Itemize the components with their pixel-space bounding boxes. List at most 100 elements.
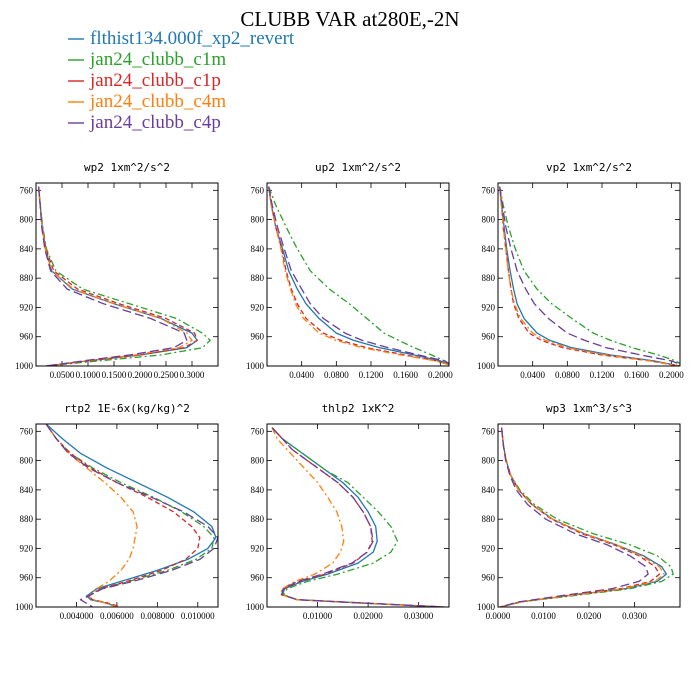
y-tick-label-3-6: 1000 [15,602,34,612]
x-tick-label-0-0: 0.0500 [50,370,75,380]
x-tick-label-3-1: 0.006000 [100,611,134,621]
x-tick-label-1-1: 0.0800 [324,370,349,380]
panel-series-group-2 [499,186,680,366]
y-tick-label-5-5: 960 [482,573,496,583]
series-line-5-2 [500,427,661,607]
y-tick-label-1-3: 880 [251,273,265,283]
y-tick-label-1-0: 760 [251,185,265,195]
series-line-2-1 [499,186,680,365]
x-tick-label-3-0: 0.004000 [60,611,94,621]
panel-frame-1 [266,182,450,367]
y-tick-label-1-6: 1000 [246,361,265,371]
panel-1: up2 1xm^2/s^2 760 800 840 880 920 960 1000 0.040… [246,161,453,380]
x-tick-label-0-2: 0.1500 [102,370,127,380]
panel-3: rtp2 1E-6x(kg/kg)^2 760 800 840 880 920 960 100… [15,402,219,621]
y-tick-label-1-1: 800 [251,215,265,225]
y-tick-label-3-4: 920 [20,543,34,553]
panel-frame-4 [266,423,450,608]
series-line-0-3 [37,186,193,366]
series-line-2-3 [499,186,680,366]
legend-label-1: jan24_clubb_c1m [89,49,226,70]
y-tick-label-0-1: 800 [20,215,34,225]
y-tick-label-5-3: 880 [482,514,496,524]
panel-frame-5 [497,423,681,608]
series-line-3-4 [45,424,218,607]
series-line-1-3 [268,186,449,366]
x-tick-label-2-1: 0.0800 [555,370,580,380]
y-tick-label-2-6: 1000 [477,361,496,371]
series-line-0-2 [37,186,198,366]
series-line-0-1 [37,186,211,366]
y-tick-label-5-6: 1000 [477,602,496,612]
panel-title-0: wp2 1xm^2/s^2 [84,161,170,174]
x-tick-label-2-4: 0.2000 [659,370,684,380]
y-tick-label-4-2: 840 [251,485,265,495]
series-line-0-4 [37,186,188,366]
y-tick-label-0-5: 960 [20,332,34,342]
figure-title: CLUBB VAR at280E,-2N [240,7,459,31]
x-tick-label-4-2: 0.03000 [404,611,434,621]
legend-label-3: jan24_clubb_c4m [89,91,226,112]
y-tick-label-4-4: 920 [251,543,265,553]
x-tick-label-2-3: 0.1600 [624,370,649,380]
x-tick-label-5-3: 0.0300 [622,611,647,621]
y-tick-label-5-2: 840 [482,485,496,495]
y-tick-label-0-3: 880 [20,273,34,283]
panel-series-group-5 [500,427,674,607]
panel-title-2: vp2 1xm^2/s^2 [546,161,632,174]
x-tick-label-0-3: 0.2000 [128,370,153,380]
x-tick-label-1-3: 0.1600 [393,370,418,380]
y-tick-label-5-4: 920 [482,543,496,553]
x-tick-label-0-4: 0.2500 [154,370,179,380]
x-tick-label-1-2: 0.1200 [359,370,384,380]
y-tick-label-2-3: 880 [482,273,496,283]
panel-title-5: wp3 1xm^3/s^3 [546,402,632,415]
panel-4: thlp2 1xK^2 760 800 840 880 920 960 1000 0.01000… [246,402,450,621]
series-line-4-3 [271,427,444,607]
y-tick-label-2-0: 760 [482,185,496,195]
series-line-1-1 [268,186,449,365]
panel-frame-0 [35,182,219,367]
x-tick-label-4-1: 0.02000 [353,611,383,621]
x-tick-label-3-3: 0.010000 [181,611,215,621]
x-tick-label-2-2: 0.1200 [590,370,615,380]
panel-series-group-1 [268,186,449,366]
y-tick-label-1-4: 920 [251,302,265,312]
series-line-5-1 [500,427,674,607]
panel-title-3: rtp2 1E-6x(kg/kg)^2 [64,402,190,415]
series-line-0-0 [37,186,198,366]
x-tick-label-2-0: 0.0400 [520,370,545,380]
panel-title-4: thlp2 1xK^2 [322,402,395,415]
y-tick-label-3-0: 760 [20,426,34,436]
y-tick-label-5-1: 800 [482,456,496,466]
y-tick-label-2-4: 920 [482,302,496,312]
y-tick-label-4-3: 880 [251,514,265,524]
x-tick-label-0-1: 0.1000 [76,370,101,380]
series-line-3-3 [45,424,138,607]
x-tick-label-5-2: 0.0200 [577,611,602,621]
legend-label-2: jan24_clubb_c1p [89,70,221,91]
series-line-3-2 [45,424,201,607]
panel-series-group-4 [271,427,444,607]
y-tick-label-2-2: 840 [482,244,496,254]
panel-series-group-0 [37,186,211,366]
series-line-1-2 [268,186,449,366]
y-tick-label-4-6: 1000 [246,602,265,612]
y-tick-label-3-5: 960 [20,573,34,583]
panel-title-1: up2 1xm^2/s^2 [315,161,401,174]
series-line-2-4 [499,186,680,366]
legend: flthist134.000f_xp2_revertjan24_clubb_c1… [68,28,295,133]
panel-2: vp2 1xm^2/s^2 760 800 840 880 920 960 1000 0.040… [477,161,684,380]
series-line-4-4 [271,427,444,607]
y-tick-label-0-4: 920 [20,302,34,312]
series-line-2-2 [499,186,680,366]
panel-series-group-3 [45,424,218,607]
y-tick-label-0-6: 1000 [15,361,34,371]
y-tick-label-0-0: 760 [20,185,34,195]
y-tick-label-1-2: 840 [251,244,265,254]
y-tick-label-2-5: 960 [482,332,496,342]
x-tick-label-1-4: 0.2000 [428,370,453,380]
y-tick-label-3-3: 880 [20,514,34,524]
y-tick-label-4-5: 960 [251,573,265,583]
series-line-1-0 [268,186,449,366]
